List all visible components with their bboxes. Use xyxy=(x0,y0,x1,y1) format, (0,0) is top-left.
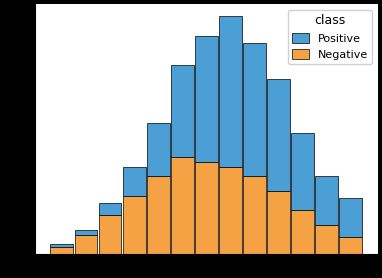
Bar xyxy=(99,203,121,215)
Bar xyxy=(147,123,170,176)
Bar xyxy=(339,237,362,254)
Bar xyxy=(195,162,218,254)
Bar xyxy=(315,176,338,225)
Bar xyxy=(74,230,97,235)
Bar xyxy=(123,167,146,196)
Bar xyxy=(74,235,97,254)
Bar xyxy=(291,133,314,210)
Bar xyxy=(195,36,218,162)
Bar xyxy=(171,65,194,157)
Bar xyxy=(267,79,290,191)
Bar xyxy=(219,167,242,254)
Bar xyxy=(171,157,194,254)
Bar xyxy=(267,191,290,254)
Bar xyxy=(50,247,73,254)
Bar xyxy=(243,43,266,176)
Bar xyxy=(243,176,266,254)
Legend: Positive, Negative: Positive, Negative xyxy=(288,10,372,64)
Bar xyxy=(219,16,242,167)
Bar xyxy=(147,176,170,254)
Bar xyxy=(123,196,146,254)
Bar xyxy=(99,215,121,254)
Bar xyxy=(291,210,314,254)
Bar xyxy=(50,244,73,247)
Bar xyxy=(339,198,362,237)
Bar xyxy=(315,225,338,254)
